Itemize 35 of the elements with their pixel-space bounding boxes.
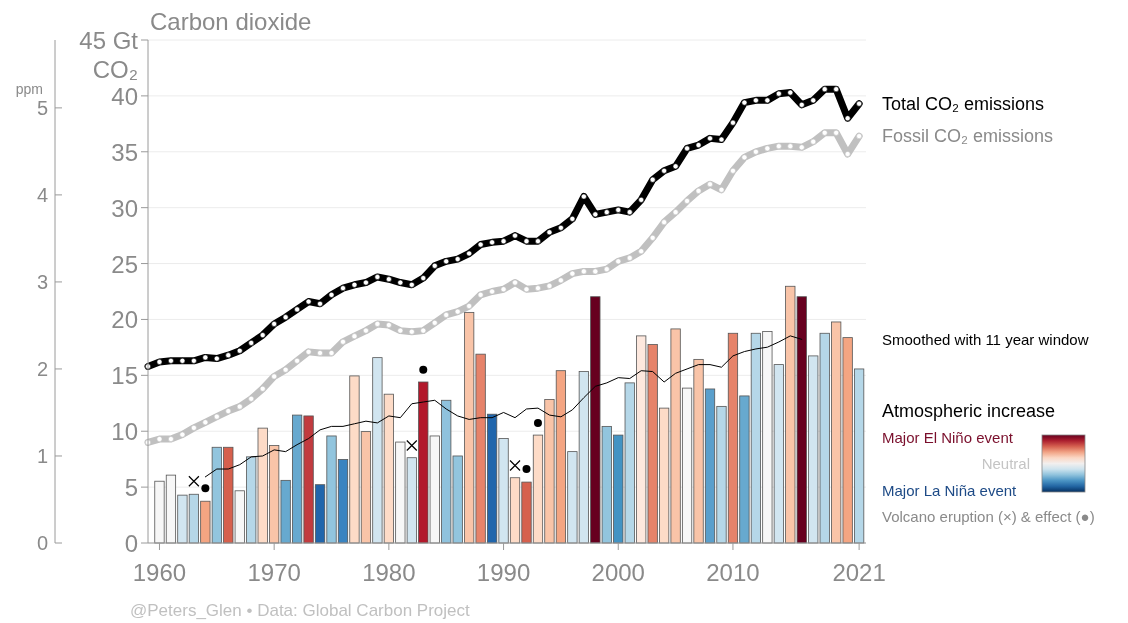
- y-tick-label: 0: [124, 530, 138, 557]
- text: Smoothed with 11 year window: [882, 331, 1089, 349]
- series-label: Total CO₂ emissions: [882, 93, 1045, 114]
- y-tick-label: 25: [111, 250, 138, 278]
- x-tick-label: 1980: [362, 559, 416, 586]
- text: Major La Niña event: [882, 482, 1018, 499]
- y2-axis-title: ppm: [15, 81, 43, 97]
- text: Major El Niño event: [882, 429, 1014, 446]
- y-tick-label: 35: [111, 138, 138, 166]
- y2-tick-label: 2: [36, 357, 48, 380]
- x-tick-label: 2021: [832, 559, 886, 586]
- y2-tick-label: 0: [36, 532, 48, 554]
- series-label: Atmospheric increase: [882, 401, 1056, 421]
- y-tick-label: 40: [111, 82, 138, 110]
- y2-tick-label: 5: [36, 96, 48, 119]
- y-tick-label: 20: [111, 306, 138, 334]
- y2-tick-label: 1: [36, 444, 48, 467]
- chart-title: Carbon dioxide: [150, 8, 312, 35]
- y2-tick-label: 4: [36, 183, 48, 206]
- x-tick-label: 1970: [247, 559, 301, 586]
- x-tick-label: 2010: [706, 559, 760, 586]
- x-tick-label: 2000: [591, 559, 645, 586]
- y-tick-label: 30: [111, 194, 138, 222]
- text: Volcano eruption (×) & effect (●): [882, 508, 1095, 525]
- x-tick-label: 1960: [132, 559, 187, 586]
- series-label: Fossil CO₂ emissions: [882, 126, 1054, 147]
- x-tick-label: 1990: [476, 559, 531, 586]
- y-tick-label: 10: [111, 418, 138, 446]
- y-tick-label: 15: [111, 362, 138, 390]
- y-tick-label: 5: [124, 474, 138, 502]
- y-tick-label: 45 Gt: [79, 27, 139, 54]
- text: @Peters_Glen • Data: Global Carbon Project: [130, 601, 471, 620]
- y2-tick-label: 3: [36, 270, 48, 293]
- text: Neutral: [981, 455, 1030, 472]
- y-axis-title: CO₂: [92, 56, 138, 83]
